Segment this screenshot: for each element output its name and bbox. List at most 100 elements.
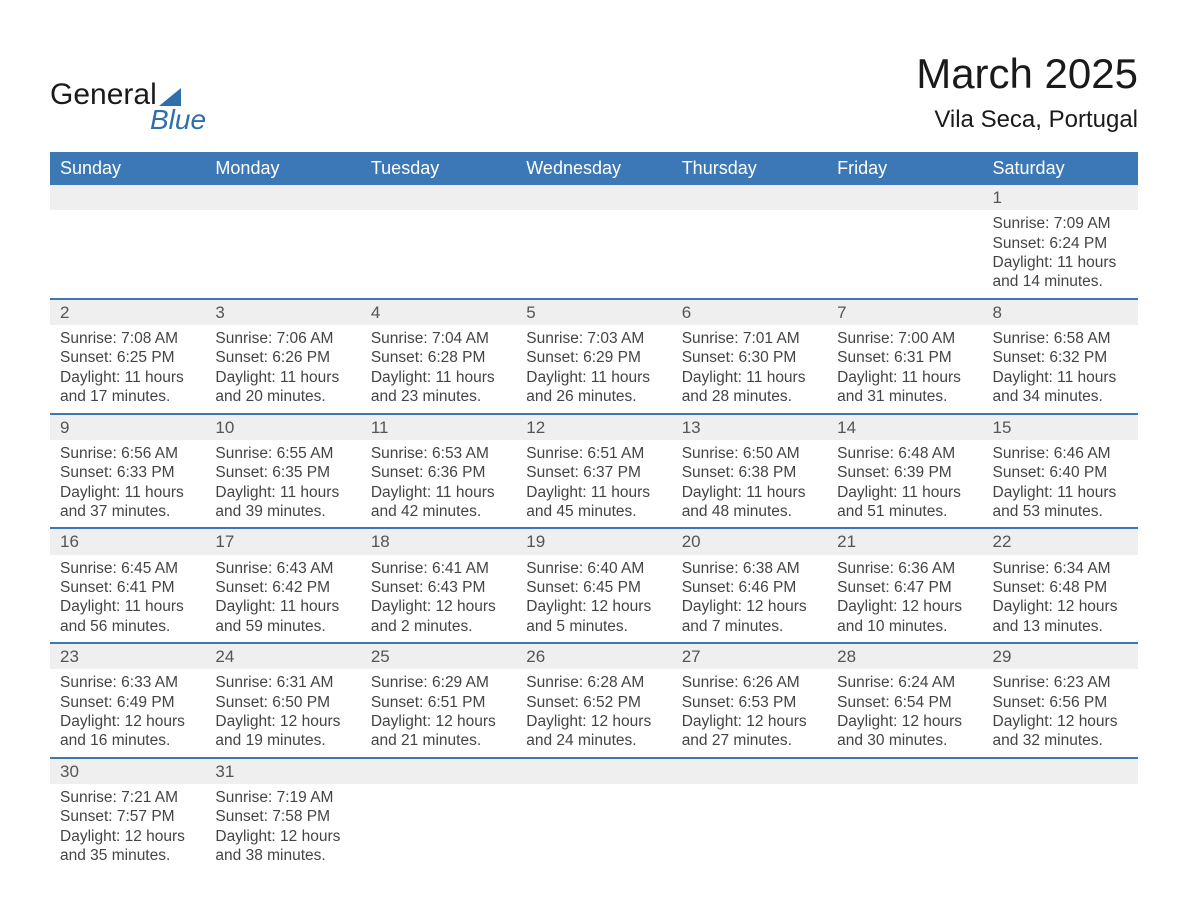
day-data: Sunrise: 6:29 AMSunset: 6:51 PMDaylight:… [361, 669, 516, 757]
day-data [361, 784, 516, 813]
logo-text-blue: Blue [150, 106, 206, 134]
day-number-cell: 3 [205, 299, 360, 325]
day-data-cell: Sunrise: 6:29 AMSunset: 6:51 PMDaylight:… [361, 669, 516, 758]
sunrise-text: Sunrise: 6:31 AM [215, 673, 350, 692]
day-number-cell: 5 [516, 299, 671, 325]
sunset-text: Sunset: 6:54 PM [837, 693, 972, 712]
day-number-cell: 28 [827, 643, 982, 669]
daylight-text: Daylight: 11 hours and 23 minutes. [371, 368, 506, 407]
day-number: 26 [516, 644, 671, 669]
daylight-text: Daylight: 11 hours and 45 minutes. [526, 483, 661, 522]
sunrise-text: Sunrise: 7:19 AM [215, 788, 350, 807]
daylight-text: Daylight: 12 hours and 21 minutes. [371, 712, 506, 751]
day-number-cell: 22 [983, 528, 1138, 554]
day-data-cell: Sunrise: 7:19 AMSunset: 7:58 PMDaylight:… [205, 784, 360, 872]
day-number-cell: 31 [205, 758, 360, 784]
day-data-cell: Sunrise: 6:55 AMSunset: 6:35 PMDaylight:… [205, 440, 360, 529]
day-data-row: Sunrise: 6:56 AMSunset: 6:33 PMDaylight:… [50, 440, 1138, 529]
sunset-text: Sunset: 6:47 PM [837, 578, 972, 597]
sunset-text: Sunset: 6:46 PM [682, 578, 817, 597]
day-number-cell: 18 [361, 528, 516, 554]
sunrise-text: Sunrise: 6:40 AM [526, 559, 661, 578]
daylight-text: Daylight: 11 hours and 34 minutes. [993, 368, 1128, 407]
sunrise-text: Sunrise: 7:00 AM [837, 329, 972, 348]
daylight-text: Daylight: 12 hours and 19 minutes. [215, 712, 350, 751]
day-data: Sunrise: 6:45 AMSunset: 6:41 PMDaylight:… [50, 555, 205, 643]
sunset-text: Sunset: 6:37 PM [526, 463, 661, 482]
sunset-text: Sunset: 6:28 PM [371, 348, 506, 367]
day-data-cell: Sunrise: 6:34 AMSunset: 6:48 PMDaylight:… [983, 555, 1138, 644]
day-number: 23 [50, 644, 205, 669]
daylight-text: Daylight: 11 hours and 26 minutes. [526, 368, 661, 407]
day-data-cell: Sunrise: 7:00 AMSunset: 6:31 PMDaylight:… [827, 325, 982, 414]
sunset-text: Sunset: 6:40 PM [993, 463, 1128, 482]
sunrise-text: Sunrise: 6:41 AM [371, 559, 506, 578]
sunset-text: Sunset: 6:42 PM [215, 578, 350, 597]
day-number [516, 759, 671, 763]
day-number-row: 1 [50, 185, 1138, 210]
day-number [516, 185, 671, 189]
day-number-cell: 11 [361, 414, 516, 440]
day-data-cell: Sunrise: 6:41 AMSunset: 6:43 PMDaylight:… [361, 555, 516, 644]
day-data: Sunrise: 7:00 AMSunset: 6:31 PMDaylight:… [827, 325, 982, 413]
day-number: 18 [361, 529, 516, 554]
day-number: 11 [361, 415, 516, 440]
sunset-text: Sunset: 6:26 PM [215, 348, 350, 367]
day-number: 7 [827, 300, 982, 325]
daylight-text: Daylight: 11 hours and 42 minutes. [371, 483, 506, 522]
day-number-cell: 17 [205, 528, 360, 554]
sunset-text: Sunset: 6:53 PM [682, 693, 817, 712]
sunset-text: Sunset: 6:29 PM [526, 348, 661, 367]
sunrise-text: Sunrise: 6:34 AM [993, 559, 1128, 578]
day-number-cell: 20 [672, 528, 827, 554]
day-number-cell: 19 [516, 528, 671, 554]
day-data: Sunrise: 7:04 AMSunset: 6:28 PMDaylight:… [361, 325, 516, 413]
day-data-cell [672, 210, 827, 299]
day-number-cell [983, 758, 1138, 784]
day-data [50, 210, 205, 239]
sunrise-text: Sunrise: 6:53 AM [371, 444, 506, 463]
day-data: Sunrise: 6:50 AMSunset: 6:38 PMDaylight:… [672, 440, 827, 528]
calendar-page: General Blue March 2025 Vila Seca, Portu… [0, 0, 1188, 922]
sunrise-text: Sunrise: 7:09 AM [993, 214, 1128, 233]
day-number-cell: 4 [361, 299, 516, 325]
day-number-cell [361, 185, 516, 210]
day-number-row: 2345678 [50, 299, 1138, 325]
daylight-text: Daylight: 11 hours and 51 minutes. [837, 483, 972, 522]
day-data-cell: Sunrise: 6:40 AMSunset: 6:45 PMDaylight:… [516, 555, 671, 644]
day-data-row: Sunrise: 6:33 AMSunset: 6:49 PMDaylight:… [50, 669, 1138, 758]
day-number: 4 [361, 300, 516, 325]
sunset-text: Sunset: 6:35 PM [215, 463, 350, 482]
logo-text-general: General [50, 80, 157, 110]
sunset-text: Sunset: 6:38 PM [682, 463, 817, 482]
day-number [827, 185, 982, 189]
sunrise-text: Sunrise: 7:21 AM [60, 788, 195, 807]
sunset-text: Sunset: 6:51 PM [371, 693, 506, 712]
day-data-cell [361, 210, 516, 299]
day-number [361, 185, 516, 189]
day-data-cell: Sunrise: 7:21 AMSunset: 7:57 PMDaylight:… [50, 784, 205, 872]
title-block: March 2025 Vila Seca, Portugal [916, 50, 1138, 134]
daylight-text: Daylight: 11 hours and 28 minutes. [682, 368, 817, 407]
weekday-header-row: Sunday Monday Tuesday Wednesday Thursday… [50, 152, 1138, 185]
day-data: Sunrise: 7:06 AMSunset: 6:26 PMDaylight:… [205, 325, 360, 413]
day-data-cell: Sunrise: 7:03 AMSunset: 6:29 PMDaylight:… [516, 325, 671, 414]
sunset-text: Sunset: 6:43 PM [371, 578, 506, 597]
day-number: 12 [516, 415, 671, 440]
sunrise-text: Sunrise: 6:43 AM [215, 559, 350, 578]
day-data-row: Sunrise: 7:21 AMSunset: 7:57 PMDaylight:… [50, 784, 1138, 872]
day-data: Sunrise: 6:51 AMSunset: 6:37 PMDaylight:… [516, 440, 671, 528]
day-number: 3 [205, 300, 360, 325]
sunset-text: Sunset: 6:49 PM [60, 693, 195, 712]
day-data [516, 784, 671, 813]
day-data-cell: Sunrise: 6:46 AMSunset: 6:40 PMDaylight:… [983, 440, 1138, 529]
daylight-text: Daylight: 12 hours and 13 minutes. [993, 597, 1128, 636]
day-number [672, 185, 827, 189]
day-number-row: 16171819202122 [50, 528, 1138, 554]
day-data-cell [827, 210, 982, 299]
day-number-cell: 24 [205, 643, 360, 669]
sunrise-text: Sunrise: 7:08 AM [60, 329, 195, 348]
day-data-cell: Sunrise: 6:26 AMSunset: 6:53 PMDaylight:… [672, 669, 827, 758]
day-data: Sunrise: 6:56 AMSunset: 6:33 PMDaylight:… [50, 440, 205, 528]
daylight-text: Daylight: 12 hours and 32 minutes. [993, 712, 1128, 751]
